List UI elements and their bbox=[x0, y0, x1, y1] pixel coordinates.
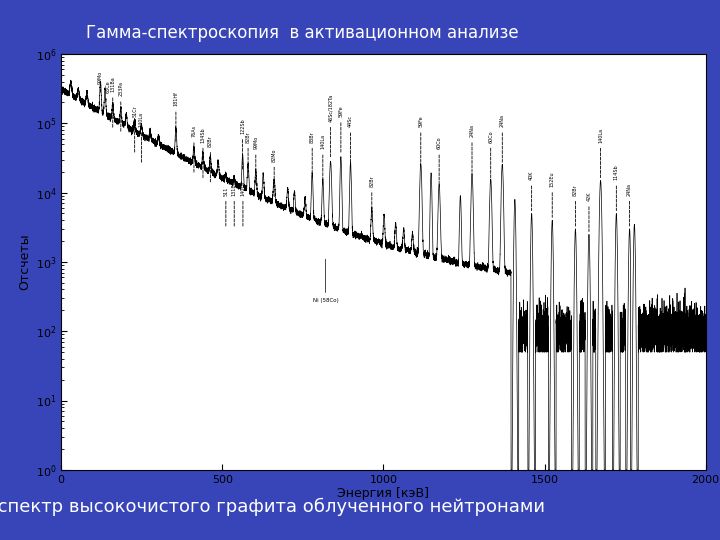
Text: Гамма-спектроскопия  в активационном анализе: Гамма-спектроскопия в активационном анал… bbox=[86, 24, 518, 42]
Text: 60Co: 60Co bbox=[436, 137, 441, 184]
Text: 140La: 140La bbox=[139, 112, 144, 162]
Text: 114Sb: 114Sb bbox=[614, 165, 619, 211]
Text: 134Sb: 134Sb bbox=[200, 127, 205, 178]
Text: 44Sc: 44Sc bbox=[348, 116, 353, 162]
Text: 82Mo: 82Mo bbox=[271, 148, 276, 197]
X-axis label: Энергия [кэВ]: Энергия [кэВ] bbox=[338, 488, 429, 501]
Text: 59Fe: 59Fe bbox=[418, 116, 423, 162]
Text: 59Fe: 59Fe bbox=[338, 105, 343, 152]
Y-axis label: Отсчеты: Отсчеты bbox=[19, 234, 32, 290]
Text: 233Pa: 233Pa bbox=[118, 82, 123, 131]
Text: Гамма-спектр высокочистого графита облученного нейтронами: Гамма-спектр высокочистого графита облуч… bbox=[0, 497, 544, 516]
Text: 60Co: 60Co bbox=[488, 130, 493, 178]
Text: Ni (58Co): Ni (58Co) bbox=[312, 259, 338, 303]
Text: 51Cr: 51Cr bbox=[132, 105, 138, 152]
Text: 140La: 140La bbox=[240, 181, 246, 226]
Text: 83Br: 83Br bbox=[310, 131, 315, 178]
Text: 82Br: 82Br bbox=[246, 131, 251, 178]
Text: 140La: 140La bbox=[320, 134, 325, 184]
Text: 122Sb: 122Sb bbox=[240, 118, 245, 169]
Text: 76As: 76As bbox=[192, 125, 197, 172]
Text: 99Mo: 99Mo bbox=[253, 136, 258, 184]
Text: 65Ce: 65Ce bbox=[106, 81, 111, 103]
Text: 82Br: 82Br bbox=[369, 176, 374, 218]
Text: 82Br: 82Br bbox=[573, 184, 578, 226]
Text: 99Mo: 99Mo bbox=[98, 70, 103, 93]
Text: 42K: 42K bbox=[587, 192, 591, 232]
Text: 40K: 40K bbox=[529, 171, 534, 211]
Text: 46Sc/182Ta: 46Sc/182Ta bbox=[328, 93, 333, 157]
Text: 24Na: 24Na bbox=[469, 124, 474, 172]
Text: 24Na: 24Na bbox=[500, 114, 505, 162]
Text: 131Ba: 131Ba bbox=[110, 77, 115, 127]
Text: 24Na: 24Na bbox=[627, 183, 632, 226]
Text: 82Br: 82Br bbox=[208, 135, 213, 182]
Text: 131Ba: 131Ba bbox=[232, 180, 237, 226]
Text: 152Eu: 152Eu bbox=[550, 172, 554, 218]
Text: 140La: 140La bbox=[598, 127, 603, 178]
Text: 181Hf: 181Hf bbox=[174, 92, 179, 141]
Text: 511: 511 bbox=[223, 186, 228, 226]
